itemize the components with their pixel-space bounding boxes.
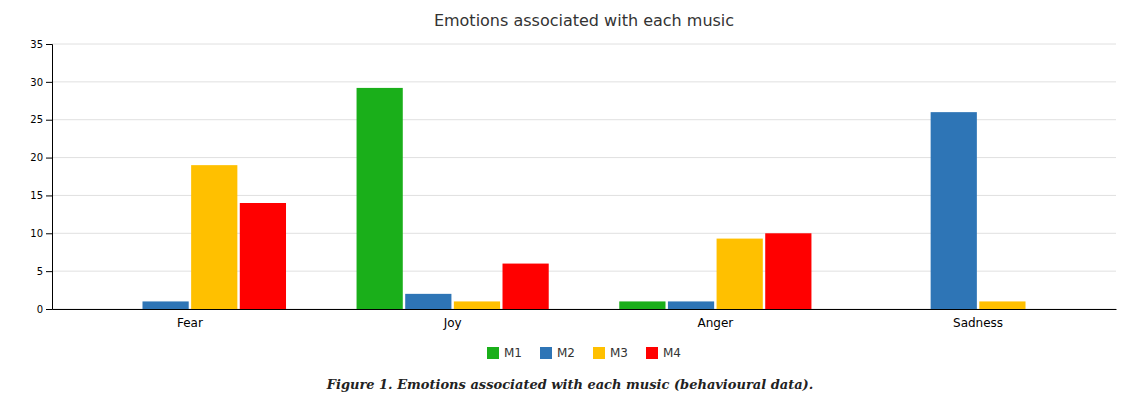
y-tick: 25: [30, 114, 52, 125]
y-tick-label: 35: [30, 39, 43, 50]
series: [142, 112, 976, 309]
y-tick-label: 25: [30, 114, 43, 125]
bar: [619, 301, 665, 309]
y-tick-mark: [46, 44, 52, 45]
legend-swatch: [646, 347, 658, 359]
bar: [191, 165, 237, 309]
x-tick: Fear: [177, 316, 203, 330]
bar: [357, 88, 403, 309]
y-tick-mark: [46, 271, 52, 272]
x-tick: Sadness: [953, 316, 1003, 330]
legend-label: M2: [557, 346, 575, 360]
y-tick: 5: [37, 266, 52, 277]
legend: M1 M2 M3 M4: [487, 346, 681, 360]
y-tick: 0: [37, 304, 52, 315]
bar: [1028, 309, 1074, 310]
x-tick-label: Sadness: [953, 316, 1003, 330]
bar: [882, 309, 928, 310]
x-axis-line: [53, 309, 1117, 310]
bar: [142, 301, 188, 309]
grid-line: [52, 44, 1116, 45]
title: Emotions associated with each music: [434, 11, 734, 30]
x-tick-label: Joy: [443, 316, 462, 330]
grid: [52, 44, 1116, 309]
series: [357, 88, 666, 309]
legend-label: M4: [663, 346, 681, 360]
y-tick: 10: [30, 228, 52, 239]
y-tick-mark: [46, 82, 52, 83]
x-tick: Joy: [443, 316, 462, 330]
x-axis: Fear Joy Anger Sadness: [53, 310, 1117, 330]
legend-swatch: [540, 347, 552, 359]
x-tick-label: Anger: [697, 316, 733, 330]
y-tick-label: 5: [37, 266, 43, 277]
y-tick-label: 20: [30, 152, 43, 163]
bar: [503, 264, 549, 309]
y-tick-label: 30: [30, 77, 43, 88]
bar: [931, 112, 977, 309]
series: [191, 165, 1025, 309]
legend-label: M3: [610, 346, 628, 360]
y-tick-mark: [46, 120, 52, 121]
bar: [94, 309, 140, 310]
y-tick-label: 15: [30, 190, 43, 201]
bar: [668, 301, 714, 309]
grid-line: [52, 81, 1116, 82]
caption: Figure 1. Emotions associated with each …: [326, 377, 814, 392]
y-tick-mark: [46, 195, 52, 196]
legend-swatch: [487, 347, 499, 359]
x-tick-label: Fear: [177, 316, 203, 330]
y-tick: 35: [30, 39, 52, 50]
y-tick: 20: [30, 152, 52, 163]
bar: [979, 301, 1025, 309]
y-tick-label: 0: [37, 304, 43, 315]
y-axis-line: [46, 45, 53, 310]
bar: [405, 294, 451, 309]
y-tick-mark: [46, 233, 52, 234]
y-tick-mark: [46, 158, 52, 159]
bar: [454, 301, 500, 309]
series: [240, 203, 812, 309]
bar: [717, 239, 763, 309]
legend-item: M4: [646, 346, 681, 360]
legend-item: M1: [487, 346, 522, 360]
bars: [142, 88, 1025, 309]
y-tick: 15: [30, 190, 52, 201]
legend-swatch: [593, 347, 605, 359]
legend-item: M2: [540, 346, 575, 360]
bar: [240, 203, 286, 309]
legend-label: M1: [504, 346, 522, 360]
y-axis: 0 5 10 15 20 25 30 35: [30, 39, 52, 315]
y-tick: 30: [30, 77, 52, 88]
y-tick-mark: [46, 309, 52, 310]
chart: 0 5 10 15 20 25 30 35 Fear Joy Anger Sadness Emotion…: [0, 0, 1140, 401]
legend-item: M3: [593, 346, 628, 360]
plot-area: 0 5 10 15 20 25 30 35 Fear Joy Anger Sadness: [30, 39, 1116, 330]
x-tick: Anger: [697, 316, 733, 330]
y-tick-label: 10: [30, 228, 43, 239]
bar: [765, 233, 811, 309]
